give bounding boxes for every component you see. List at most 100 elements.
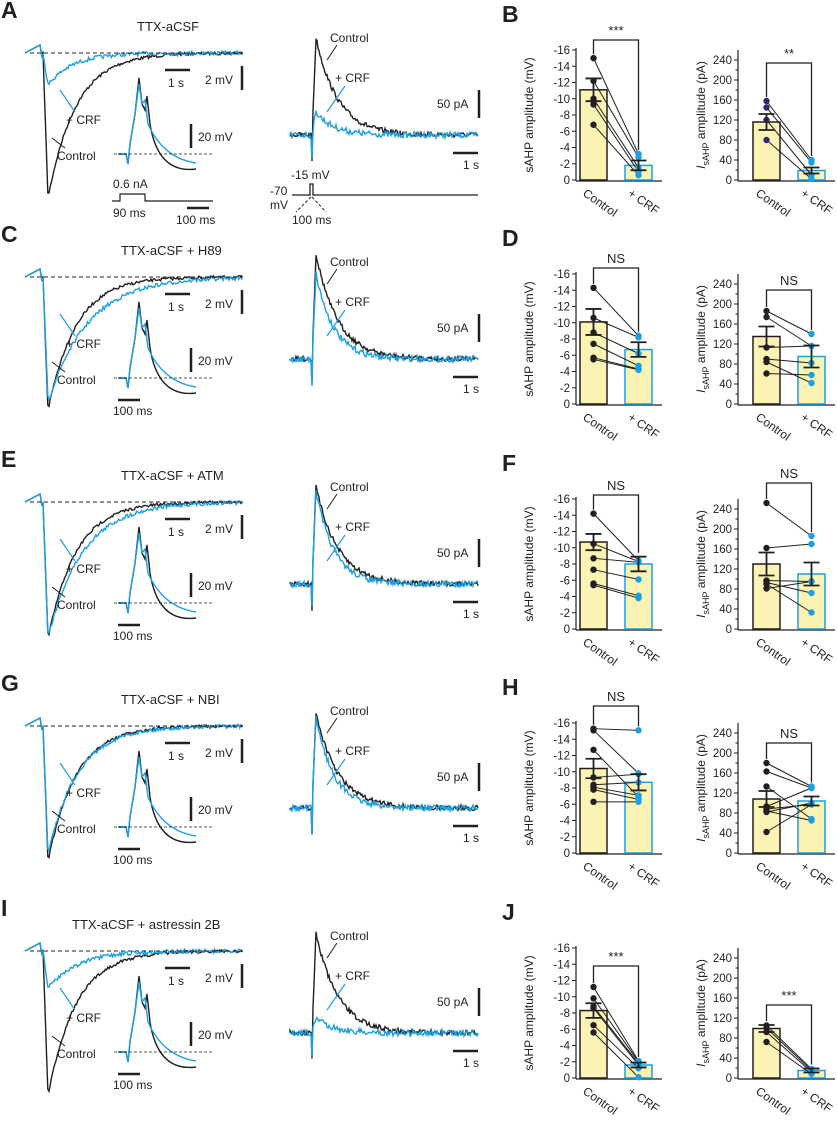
current-control-label: Control [330,704,369,718]
paired-line [593,749,639,798]
control-data-point [590,555,597,562]
y-tick-label: 200 [713,524,732,536]
y-tick-label: -8 [560,334,570,346]
paired-line [593,513,639,562]
crf-label: + CRF [66,1011,101,1025]
y-label-italic: I [694,165,708,169]
control-current-leader [326,44,338,61]
inset-crf-spike [118,83,197,165]
y-tick-label: 80 [719,1033,732,1045]
control-current-trace [289,713,479,835]
voltage-scale-label: 2 mV [205,297,233,311]
error-bar [803,344,820,369]
y-tick-label: 160 [713,993,732,1005]
y-axis-label: sAHP amplitude (mV) [522,281,536,396]
current-crf-label: + CRF [335,520,370,534]
error-bar [585,77,602,103]
crf-data-point [635,1073,642,1081]
paired-line [593,80,639,158]
trace-panel: TTX-aCSF + NBI + CRF Control 1 s 2 mV 20 mV 10… [24,692,481,867]
stimulus-duration-label: 90 ms [113,206,146,220]
significance-bracket [592,494,640,553]
y-tick-label: -2 [560,1057,570,1069]
x-category-label: + CRF [798,410,835,442]
y-label-rest: amplitude (pA) [694,959,708,1040]
x-category-label: Control [580,410,620,444]
control-bar [579,767,608,854]
current-time-scale-label: 1 s [463,1056,479,1070]
control-data-point [590,995,597,1002]
crf-data-point [808,817,815,824]
control-data-point [590,786,597,793]
inset-voltage-scale-label: 20 mV [198,130,233,144]
y-tick-label: 40 [719,379,732,391]
control-current-leader [326,268,338,285]
crf-data-point [808,540,815,548]
error-bar [630,341,647,358]
y-tick-label: -10 [553,318,570,330]
crf-leader-line [59,313,76,337]
crf-data-point [808,379,815,387]
x-category-label: Control [580,1084,620,1118]
current-scale-label: 50 pA [437,995,468,1009]
inset-time-scale-label: 100 ms [113,853,152,867]
paired-line [593,998,639,1063]
crf-data-point [808,784,815,792]
error-bar [585,533,602,552]
y-tick-label: 80 [719,135,732,147]
x-category-label: Control [753,1084,793,1118]
significance-label: NS [607,689,625,704]
paired-line [593,729,639,774]
panel-letter: B [502,1,519,27]
y-tick-label: 0 [726,399,732,411]
y-tick-label: -10 [553,94,570,106]
voltage-scale-label: 2 mV [205,522,233,536]
crf-label: + CRF [66,113,101,127]
y-tick-label: -8 [560,559,570,571]
panel-letter: A [1,0,18,23]
time-scale-label: 1 s [168,300,184,314]
sahp-bar-chart: J -16 -14 -12 -10 -8 -6 -4 -2 0 sAHP amplitude (mV… [502,899,662,1118]
y-tick-label: -14 [553,510,570,522]
significance-label: NS [780,466,798,481]
y-tick-label: 0 [564,624,570,636]
stimulus-amplitude-label: 0.6 nA [113,177,148,191]
y-tick-label: -16 [553,45,570,57]
control-data-point [590,101,597,108]
crf-current-trace [289,716,479,835]
error-bar [630,773,647,792]
paired-line [593,781,639,786]
paired-line [766,581,812,589]
significance-bracket [592,267,640,332]
paired-line [766,310,812,335]
current-crf-label: + CRF [335,295,370,309]
y-tick-label: 0 [564,399,570,411]
paired-line [766,139,812,180]
current-crf-label: + CRF [335,969,370,983]
inset-voltage-scale-label: 20 mV [198,803,233,817]
current-time-scale-label: 1 s [463,831,479,845]
crf-current-trace [289,110,479,159]
paired-line [766,1027,812,1071]
control-data-point [590,340,597,348]
crf-data-point [635,154,642,161]
condition-title: TTX-aCSF + astressin 2B [72,917,220,932]
voltage-step-protocol [292,183,478,196]
paired-line [593,98,639,169]
crf-label: + CRF [66,786,101,800]
paired-line [593,569,639,580]
y-tick-label: -2 [560,608,570,620]
y-tick-label: 40 [719,604,732,616]
paired-line [593,317,639,338]
current-control-label: Control [330,929,369,943]
paired-line [766,810,812,821]
inset-voltage-scale-label: 20 mV [198,354,233,368]
y-tick-label: -10 [553,543,570,555]
crf-data-point [635,334,642,341]
